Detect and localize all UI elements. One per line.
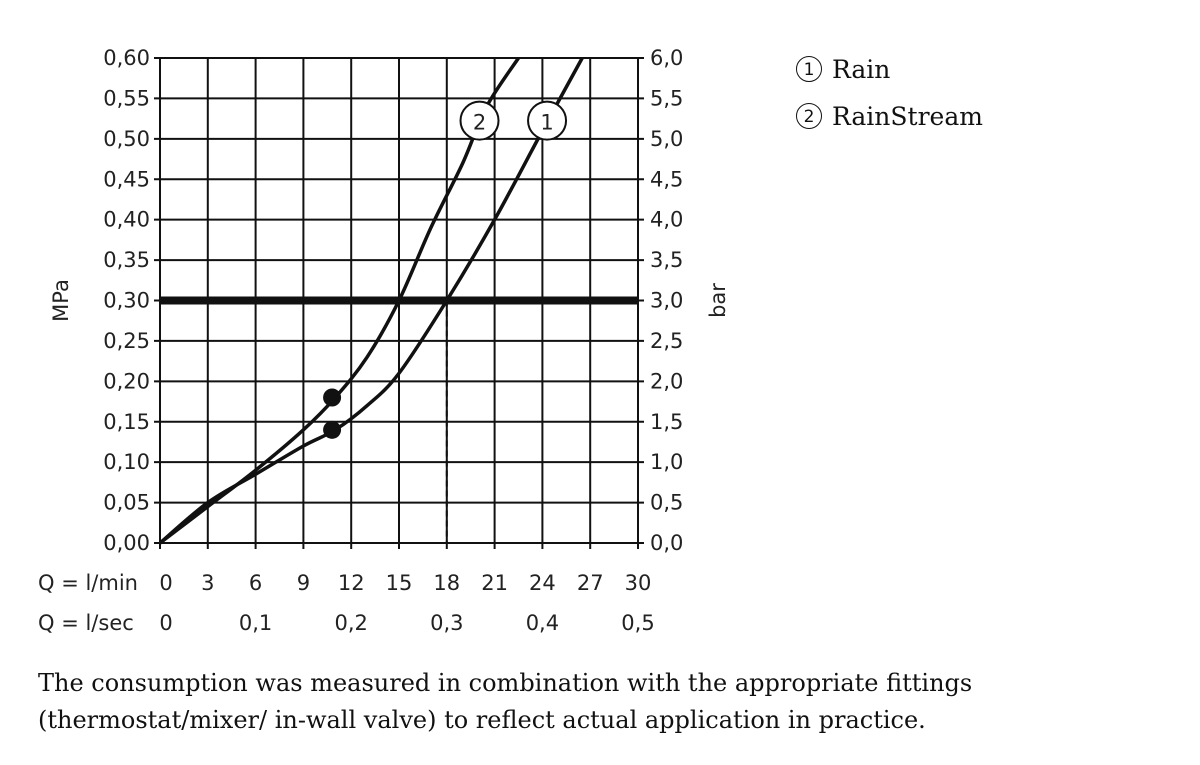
series-marker-label-2: 2: [473, 111, 486, 135]
y-right-tick-label: 2,5: [650, 329, 683, 353]
x-row1-tick-label: 18: [433, 571, 460, 595]
y-left-tick-label: 0,20: [103, 369, 150, 393]
x-row1-tick-label: 27: [577, 571, 604, 595]
y-right-tick-label: 4,0: [650, 208, 683, 232]
y-left-tick-label: 0,05: [103, 491, 150, 515]
y-left-tick-label: 0,30: [103, 289, 150, 313]
y-left-tick-label: 0,00: [103, 531, 150, 555]
x-row1-tick-label: 12: [338, 571, 365, 595]
y-right-axis-title: bar: [706, 283, 730, 318]
series-marker-circle-1: [527, 100, 568, 141]
x-row1-tick-label: 30: [625, 571, 652, 595]
legend-item-rain: 1 Rain: [796, 55, 983, 84]
x-row1-tick-label: 3: [201, 571, 214, 595]
y-left-tick-label: 0,50: [103, 127, 150, 151]
y-right-tick-label: 1,5: [650, 410, 683, 434]
series-line-rain: [158, 57, 584, 545]
x-row1-tick-label: 0: [159, 571, 172, 595]
legend-item-rainstream: 2 RainStream: [796, 102, 983, 131]
x-row2-tick-label: 0,3: [430, 611, 463, 635]
series-dot-rain: [323, 420, 342, 439]
y-right-tick-label: 5,5: [650, 86, 683, 110]
y-right-tick-label: 0,0: [650, 531, 683, 555]
x-row1-tick-label: 21: [481, 571, 508, 595]
x-row1-title: Q = l/min: [38, 571, 138, 595]
y-right-tick-label: 0,5: [650, 491, 683, 515]
x-row2-tick-label: 0,5: [621, 611, 654, 635]
x-row2-tick-label: 0,4: [526, 611, 559, 635]
y-left-tick-label: 0,35: [103, 248, 150, 272]
series-marker-label-1: 1: [540, 111, 553, 135]
x-row2-title: Q = l/sec: [38, 611, 134, 635]
y-left-axis-title: MPa: [49, 279, 73, 322]
legend-label-rain: Rain: [832, 55, 891, 84]
y-right-tick-label: 1,0: [650, 450, 683, 474]
x-row1-tick-label: 24: [529, 571, 556, 595]
legend-symbol-1: 1: [796, 56, 822, 82]
y-left-tick-label: 0,40: [103, 208, 150, 232]
y-left-tick-label: 0,25: [103, 329, 150, 353]
x-row2-tick-label: 0,2: [334, 611, 367, 635]
legend-symbol-2: 2: [796, 103, 822, 129]
series-dot-rainstream: [323, 388, 342, 407]
footnote: The consumption was measured in combinat…: [38, 669, 973, 734]
series-line-rainstream: [158, 57, 520, 545]
y-right-tick-label: 3,5: [650, 248, 683, 272]
x-row2-tick-label: 0: [159, 611, 172, 635]
chart-marks: 12: [158, 57, 638, 545]
y-right-tick-label: 4,5: [650, 167, 683, 191]
y-right-tick-label: 6,0: [650, 46, 683, 70]
legend-label-rainstream: RainStream: [832, 102, 983, 131]
y-left-tick-label: 0,15: [103, 410, 150, 434]
legend: 1 Rain 2 RainStream: [796, 55, 983, 131]
y-right-tick-label: 2,0: [650, 369, 683, 393]
y-right-tick-label: 3,0: [650, 289, 683, 313]
x-row2-tick-label: 0,1: [239, 611, 272, 635]
x-row1-tick-label: 9: [297, 571, 310, 595]
y-right-tick-label: 5,0: [650, 127, 683, 151]
x-row1-tick-label: 15: [386, 571, 413, 595]
y-left-tick-label: 0,10: [103, 450, 150, 474]
flow-rate-chart: 12 0,000,050,100,150,200,250,300,350,400…: [38, 46, 730, 635]
series-marker-circle-2: [459, 100, 500, 141]
chart-labels: 0,000,050,100,150,200,250,300,350,400,45…: [38, 46, 730, 635]
y-left-tick-label: 0,55: [103, 86, 150, 110]
x-row1-tick-label: 6: [249, 571, 262, 595]
y-left-tick-label: 0,60: [103, 46, 150, 70]
y-left-tick-label: 0,45: [103, 167, 150, 191]
